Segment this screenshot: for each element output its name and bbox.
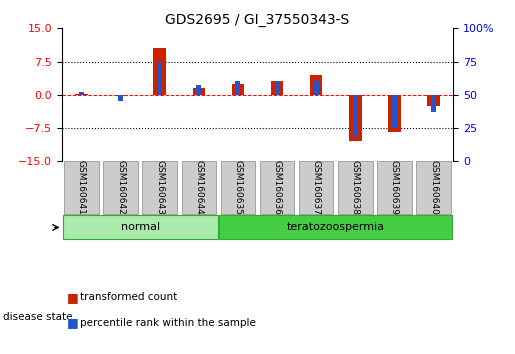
Text: percentile rank within the sample: percentile rank within the sample xyxy=(80,318,256,328)
Bar xyxy=(417,161,451,214)
Text: ■: ■ xyxy=(67,291,79,304)
Bar xyxy=(299,161,333,214)
Bar xyxy=(314,81,319,95)
Bar xyxy=(221,161,255,214)
Bar xyxy=(353,95,358,137)
Bar xyxy=(271,81,283,95)
Text: GSM160637: GSM160637 xyxy=(312,160,321,215)
Bar xyxy=(310,75,322,95)
Bar xyxy=(377,161,411,214)
Text: disease state: disease state xyxy=(3,312,72,322)
Title: GDS2695 / GI_37550343-S: GDS2695 / GI_37550343-S xyxy=(165,13,350,27)
Bar xyxy=(63,216,217,239)
Text: GSM160635: GSM160635 xyxy=(233,160,243,215)
Bar xyxy=(64,161,98,214)
Text: GSM160643: GSM160643 xyxy=(155,160,164,215)
Bar xyxy=(388,95,401,132)
Bar xyxy=(143,161,177,214)
Bar xyxy=(274,81,280,95)
Bar xyxy=(118,95,123,101)
Text: normal: normal xyxy=(121,222,160,232)
Bar xyxy=(182,161,216,214)
Text: ■: ■ xyxy=(67,316,79,329)
Bar xyxy=(114,95,127,96)
Bar xyxy=(196,85,201,95)
Bar xyxy=(431,95,436,112)
Bar xyxy=(338,161,372,214)
Bar xyxy=(349,95,362,141)
Bar xyxy=(193,88,205,95)
Bar xyxy=(104,161,138,214)
Bar xyxy=(427,95,440,106)
Text: GSM160638: GSM160638 xyxy=(351,160,360,215)
Bar xyxy=(235,81,241,95)
Bar xyxy=(232,84,244,95)
Bar xyxy=(79,92,84,95)
Text: GSM160642: GSM160642 xyxy=(116,160,125,215)
Bar xyxy=(392,95,397,128)
Text: GSM160644: GSM160644 xyxy=(194,160,203,215)
Text: GSM160641: GSM160641 xyxy=(77,160,86,215)
Bar xyxy=(260,161,294,214)
Text: GSM160639: GSM160639 xyxy=(390,160,399,215)
Bar xyxy=(157,62,162,95)
Bar xyxy=(75,94,88,95)
Text: teratozoospermia: teratozoospermia xyxy=(287,222,385,232)
Bar xyxy=(153,48,166,95)
Text: GSM160636: GSM160636 xyxy=(272,160,282,215)
Bar xyxy=(219,216,452,239)
Text: transformed count: transformed count xyxy=(80,292,177,302)
Text: GSM160640: GSM160640 xyxy=(429,160,438,215)
